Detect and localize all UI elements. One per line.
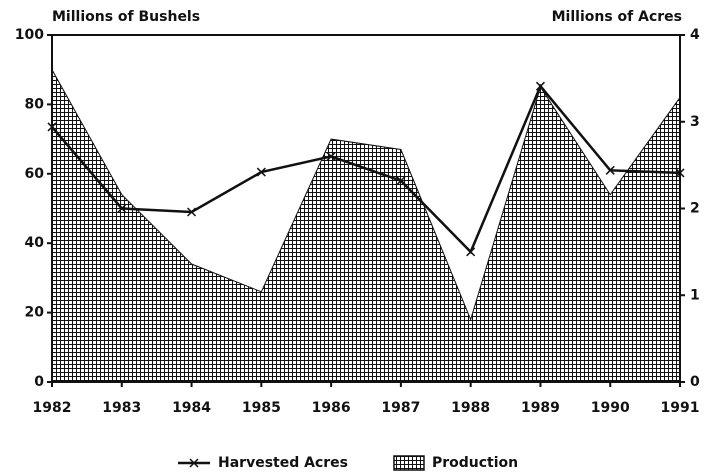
y2-tick-label: 3 (690, 114, 700, 130)
marker (117, 203, 127, 214)
x-tick-label: 1982 (33, 400, 72, 416)
marker (675, 168, 685, 178)
x-tick-label: 1989 (521, 400, 560, 416)
y2-tick-label: 4 (690, 27, 700, 43)
y-tick-label: 40 (25, 235, 45, 251)
x-tick-label: 1991 (661, 400, 700, 416)
y2-tick-label: 1 (690, 287, 700, 303)
marker (535, 81, 545, 91)
marker (256, 167, 266, 177)
y-tick-label: 100 (15, 27, 44, 43)
y-tick-label: 60 (25, 166, 45, 182)
legend-label: Harvested Acres (218, 455, 348, 471)
x-tick-label: 1988 (451, 400, 490, 416)
y2-tick-label: 2 (690, 201, 700, 217)
y2-axis-label: Millions of Acres (552, 9, 682, 25)
x-tick-label: 1985 (242, 400, 281, 416)
x-tick-label: 1987 (381, 400, 420, 416)
y-tick-label: 0 (34, 374, 44, 390)
x-tick-label: 1990 (591, 400, 630, 416)
area (51, 67, 681, 383)
marker (605, 165, 615, 175)
y-tick-label: 20 (25, 305, 45, 321)
marker (189, 458, 199, 468)
marker (326, 151, 336, 161)
y-axis-label: Millions of Bushels (52, 9, 200, 25)
y2-tick-label: 0 (690, 374, 700, 390)
x-tick-label: 1986 (312, 400, 351, 416)
y-tick-label: 80 (25, 96, 45, 112)
marker (466, 247, 476, 257)
x-tick-label: 1983 (102, 400, 141, 416)
marker (47, 122, 57, 132)
marker (187, 207, 197, 217)
marker (396, 176, 406, 186)
x-tick-label: 1984 (172, 400, 211, 416)
legend-label: Production (432, 455, 518, 471)
line (51, 83, 681, 255)
legend-swatch (393, 455, 425, 471)
